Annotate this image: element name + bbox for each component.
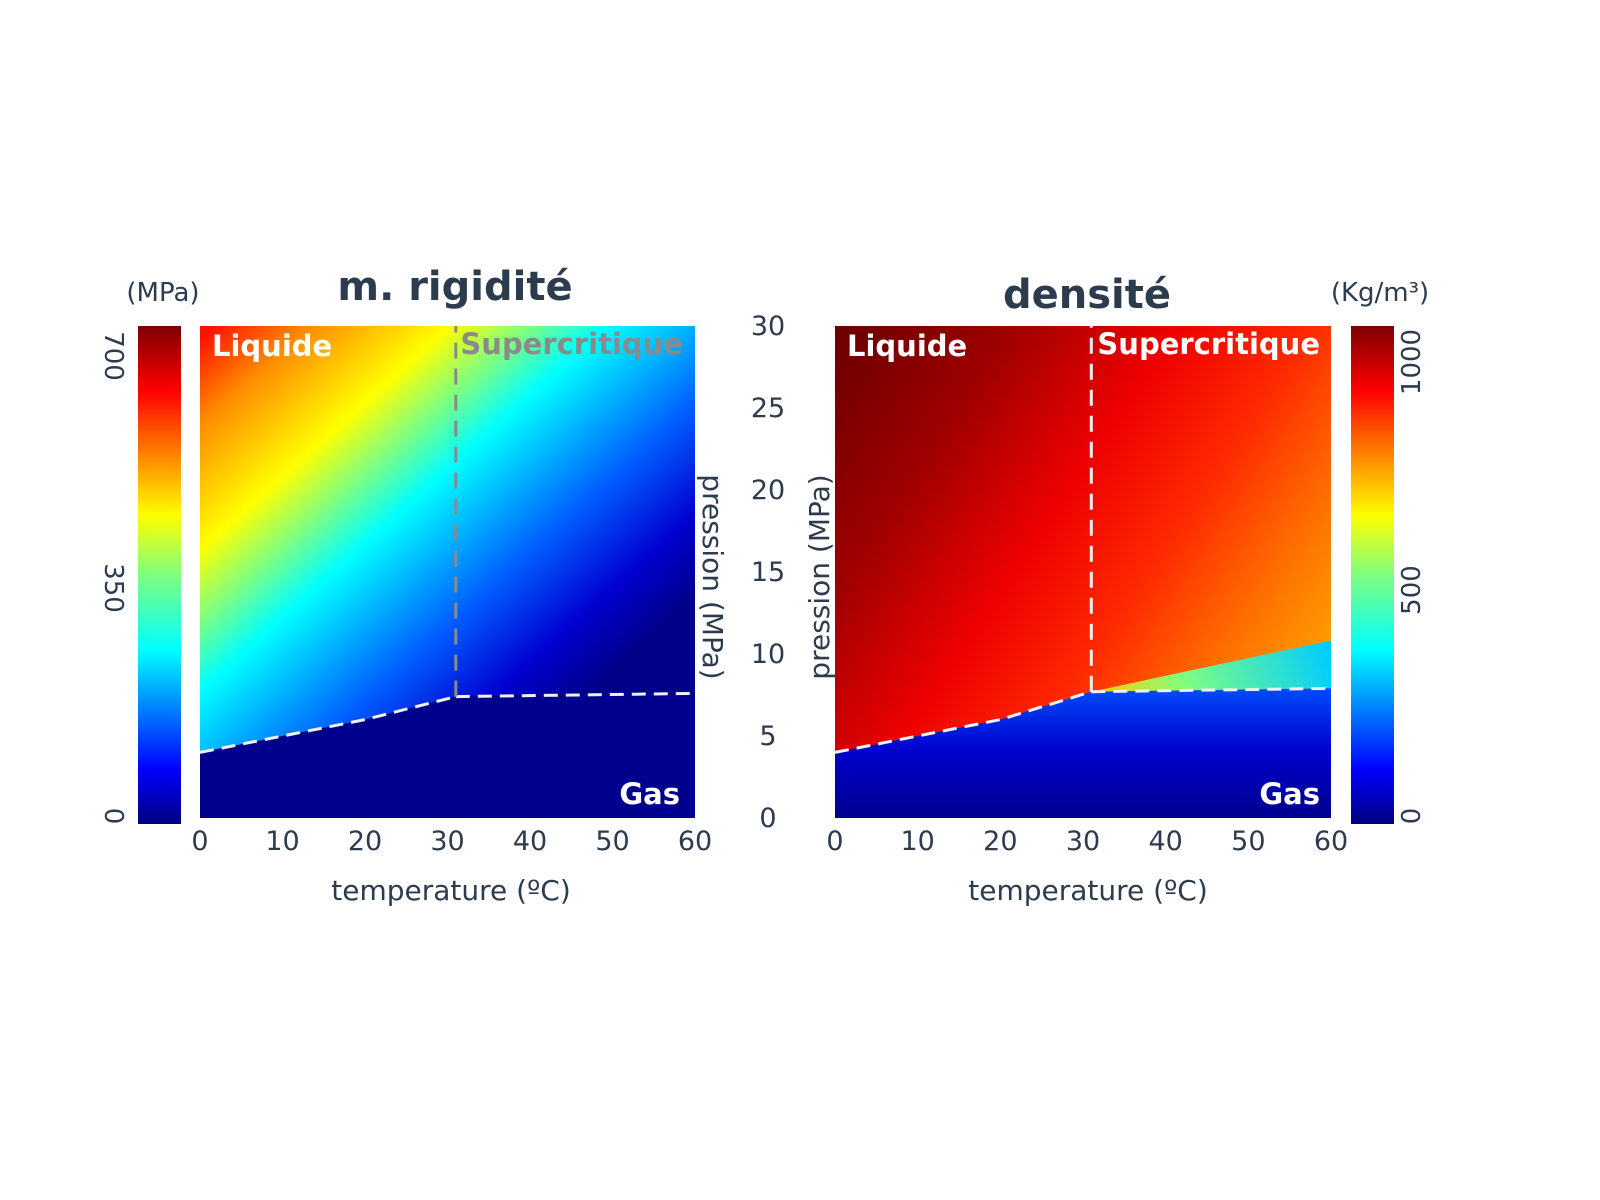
x-tick-label: 60 xyxy=(678,826,712,857)
x-tick-label: 20 xyxy=(348,826,382,857)
region-label-gas: Gas xyxy=(619,777,680,811)
x-tick-label: 0 xyxy=(826,826,843,857)
chart-title: densité xyxy=(1003,272,1171,318)
colorbar-tick: 0 xyxy=(98,808,128,825)
y-tick-label: 5 xyxy=(759,721,776,752)
x-axis-label: temperature (ºC) xyxy=(331,874,571,907)
x-tick-label: 10 xyxy=(900,826,934,857)
y-tick-label: 15 xyxy=(751,557,785,588)
region-label-liquid: Liquide xyxy=(212,329,332,363)
colorbar-tick: 700 xyxy=(98,331,128,381)
x-tick-label: 40 xyxy=(513,826,547,857)
y-axis-label: pression (MPa) xyxy=(803,474,836,679)
colorbar xyxy=(138,326,181,824)
x-tick-label: 50 xyxy=(595,826,629,857)
panel-density: densité Liquide Supercritique Gas (Kg/m³… xyxy=(803,272,1429,907)
heatmap-surface xyxy=(835,326,1331,818)
x-tick-label: 30 xyxy=(1066,826,1100,857)
supercritical-pressure-line xyxy=(455,691,696,699)
colorbar-tick: 0 xyxy=(1397,808,1427,825)
colorbar-tick: 1000 xyxy=(1397,329,1427,395)
heatmap-surface xyxy=(200,326,695,818)
x-axis-label: temperature (ºC) xyxy=(968,874,1208,907)
y-tick-label: 30 xyxy=(751,311,785,342)
y-tick-label: 10 xyxy=(751,639,785,670)
colorbar-tick: 500 xyxy=(1397,565,1427,615)
x-tick-label: 30 xyxy=(430,826,464,857)
gas-region xyxy=(200,693,695,818)
y-axis-ticks: 0 5 10 15 20 25 30 xyxy=(751,311,785,834)
region-label-supercritical: Supercritique xyxy=(460,327,683,361)
y-tick-label: 20 xyxy=(751,475,785,506)
x-tick-label: 50 xyxy=(1231,826,1265,857)
colorbar-unit: (MPa) xyxy=(126,278,199,308)
region-label-supercritical: Supercritique xyxy=(1097,327,1320,361)
colorbar xyxy=(1351,326,1394,824)
x-tick-label: 0 xyxy=(191,826,208,857)
x-tick-label: 20 xyxy=(983,826,1017,857)
x-tick-label: 60 xyxy=(1314,826,1348,857)
x-tick-label: 10 xyxy=(265,826,299,857)
panel-rigidity: m. rigidité Liquide Supercritique Gas (M… xyxy=(98,264,785,907)
y-tick-label: 25 xyxy=(751,393,785,424)
region-label-gas: Gas xyxy=(1259,777,1320,811)
supercritical-transition xyxy=(1091,640,1331,692)
supercritical-pressure-line xyxy=(1091,686,1332,694)
gas-region xyxy=(835,688,1331,818)
chart-title: m. rigidité xyxy=(337,264,572,310)
colorbar-tick: 350 xyxy=(98,563,128,613)
colorbar-unit: (Kg/m³) xyxy=(1331,278,1429,308)
region-label-liquid: Liquide xyxy=(847,329,967,363)
y-axis-label: pression (MPa) xyxy=(696,474,729,679)
x-tick-label: 40 xyxy=(1148,826,1182,857)
y-tick-label: 0 xyxy=(759,803,776,834)
x-axis-ticks: 0 10 20 30 40 50 60 xyxy=(191,826,712,857)
x-axis-ticks: 0 10 20 30 40 50 60 xyxy=(826,826,1348,857)
